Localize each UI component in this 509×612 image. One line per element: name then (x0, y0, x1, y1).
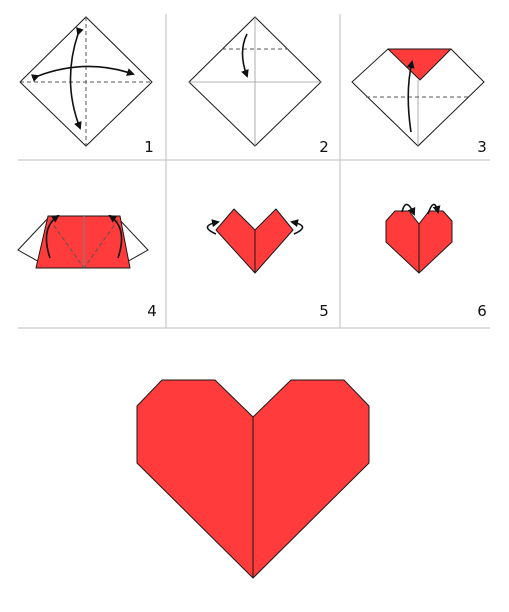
step-4-left-fold-arrow (45, 214, 60, 259)
step-1-vertical-fold-arrow (69, 27, 84, 130)
step-1-number: 1 (144, 138, 154, 156)
step-4-number: 4 (147, 302, 157, 320)
step-3-number: 3 (477, 138, 487, 156)
step-3-fold-up-arrow (406, 60, 415, 133)
step-5-heart-right (254, 208, 294, 274)
step-5-heart-left (215, 208, 256, 274)
step-2-number: 2 (319, 138, 329, 156)
step-6-right-corner-arrow (427, 203, 441, 215)
final-heart-right-half (252, 379, 370, 579)
final-heart (136, 379, 370, 579)
step-5-right-fold-back-arrow (290, 219, 304, 235)
step-1-panel: 1 (19, 16, 154, 156)
step-3-panel: 3 (351, 48, 487, 156)
grid-dividers (18, 14, 490, 329)
step-6-heart-right (418, 210, 453, 274)
step-5-number: 5 (319, 302, 329, 320)
step-2-panel: 2 (188, 16, 329, 156)
step-3-red-flap (387, 48, 452, 81)
step-6-panel: 6 (385, 203, 487, 320)
step-5-panel: 5 (206, 208, 329, 320)
step-2-fold-down-arrow (241, 33, 249, 78)
step-4-panel: 4 (17, 214, 157, 320)
step-6-left-corner-arrow (401, 203, 416, 216)
step-6-number: 6 (477, 302, 487, 320)
step-1-horizontal-fold-arrow (30, 65, 135, 82)
step-6-heart-left (385, 210, 420, 274)
step-5-left-fold-back-arrow (206, 219, 220, 235)
step-4-right-fold-arrow (108, 214, 123, 259)
final-heart-left-half (136, 379, 254, 579)
